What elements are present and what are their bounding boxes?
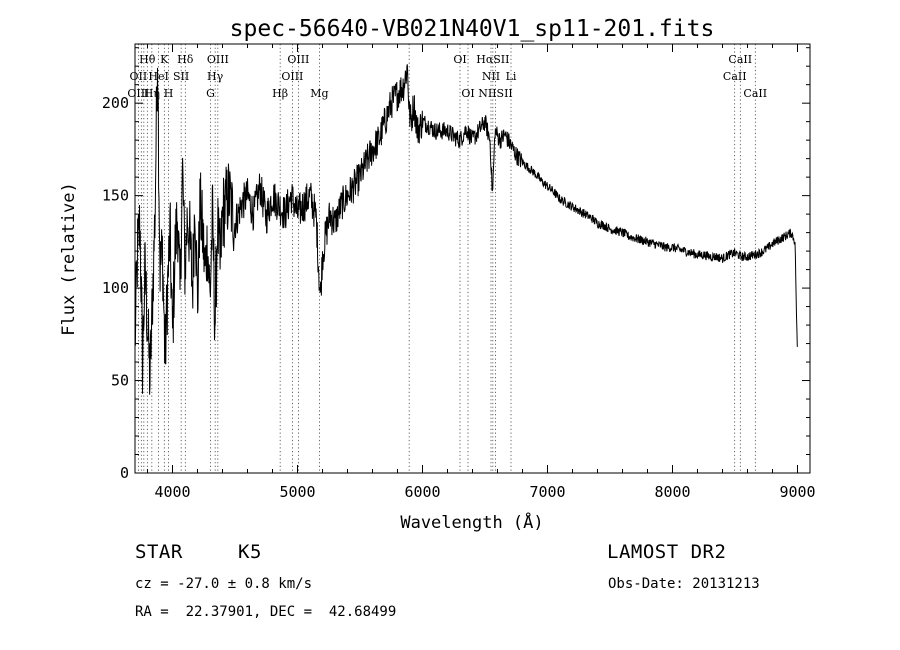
line-label-16: OI xyxy=(453,53,466,66)
line-label-19: NII xyxy=(482,70,500,83)
line-label-11: G xyxy=(206,87,215,100)
line-label-12: OIII xyxy=(287,53,309,66)
line-label-17: OI xyxy=(461,87,474,100)
x-tick-label-4: 8000 xyxy=(654,483,690,501)
chart-title: spec-56640-VB021N40V1_sp11-201.fits xyxy=(230,16,715,42)
redshift-text: cz = -27.0 ± 0.8 km/s xyxy=(135,576,313,592)
x-axis-label: Wavelength (Å) xyxy=(400,511,543,533)
y-tick-label-1: 50 xyxy=(111,372,129,390)
line-label-23: CaII xyxy=(723,70,747,83)
line-label-8: H xyxy=(164,87,174,100)
y-axis-ticks: 0 50 100 150 200 xyxy=(102,47,810,482)
coordinates-text: RA = 22.37901, DEC = 42.68499 xyxy=(135,604,397,620)
line-label-0: Hθ xyxy=(139,53,156,66)
line-label-10: Hγ xyxy=(207,70,224,83)
object-subclass: K5 xyxy=(238,541,262,563)
x-tick-label-2: 6000 xyxy=(404,483,440,501)
survey-name: LAMOST DR2 xyxy=(607,541,727,563)
line-label-2: OIII xyxy=(127,87,149,100)
line-label-1: OII xyxy=(130,70,148,83)
line-label-4: HeI xyxy=(148,70,168,83)
y-axis-label: Flux (relative) xyxy=(59,182,79,336)
y-tick-label-4: 200 xyxy=(102,94,129,112)
line-label-13: OIII xyxy=(281,70,303,83)
x-axis-ticks: 4000 5000 6000 7000 8000 9000 xyxy=(147,44,816,501)
y-tick-label-3: 150 xyxy=(102,187,129,205)
line-label-6: Hδ xyxy=(177,53,194,66)
line-label-9: OIII xyxy=(207,53,229,66)
line-label-22: CaII xyxy=(728,53,752,66)
y-tick-label-0: 0 xyxy=(120,464,129,482)
line-label-24: CaII xyxy=(743,87,767,100)
spectral-line-markers xyxy=(138,44,756,473)
line-label-15: Mg xyxy=(310,87,328,100)
x-tick-label-0: 4000 xyxy=(154,483,190,501)
line-label-14: Hβ xyxy=(272,87,288,100)
x-tick-label-5: 9000 xyxy=(779,483,815,501)
x-tick-label-1: 5000 xyxy=(279,483,315,501)
y-tick-label-2: 100 xyxy=(102,279,129,297)
line-label-18: HαSII xyxy=(476,53,509,66)
x-tick-label-3: 7000 xyxy=(529,483,565,501)
line-label-20: Li xyxy=(506,70,517,83)
object-class: STAR xyxy=(135,541,183,563)
spectrum-line xyxy=(134,64,798,395)
line-label-21: NIISII xyxy=(478,87,513,100)
line-label-7: SII xyxy=(173,70,189,83)
obs-date-text: Obs-Date: 20131213 xyxy=(608,576,760,592)
line-label-3: K xyxy=(160,53,169,66)
